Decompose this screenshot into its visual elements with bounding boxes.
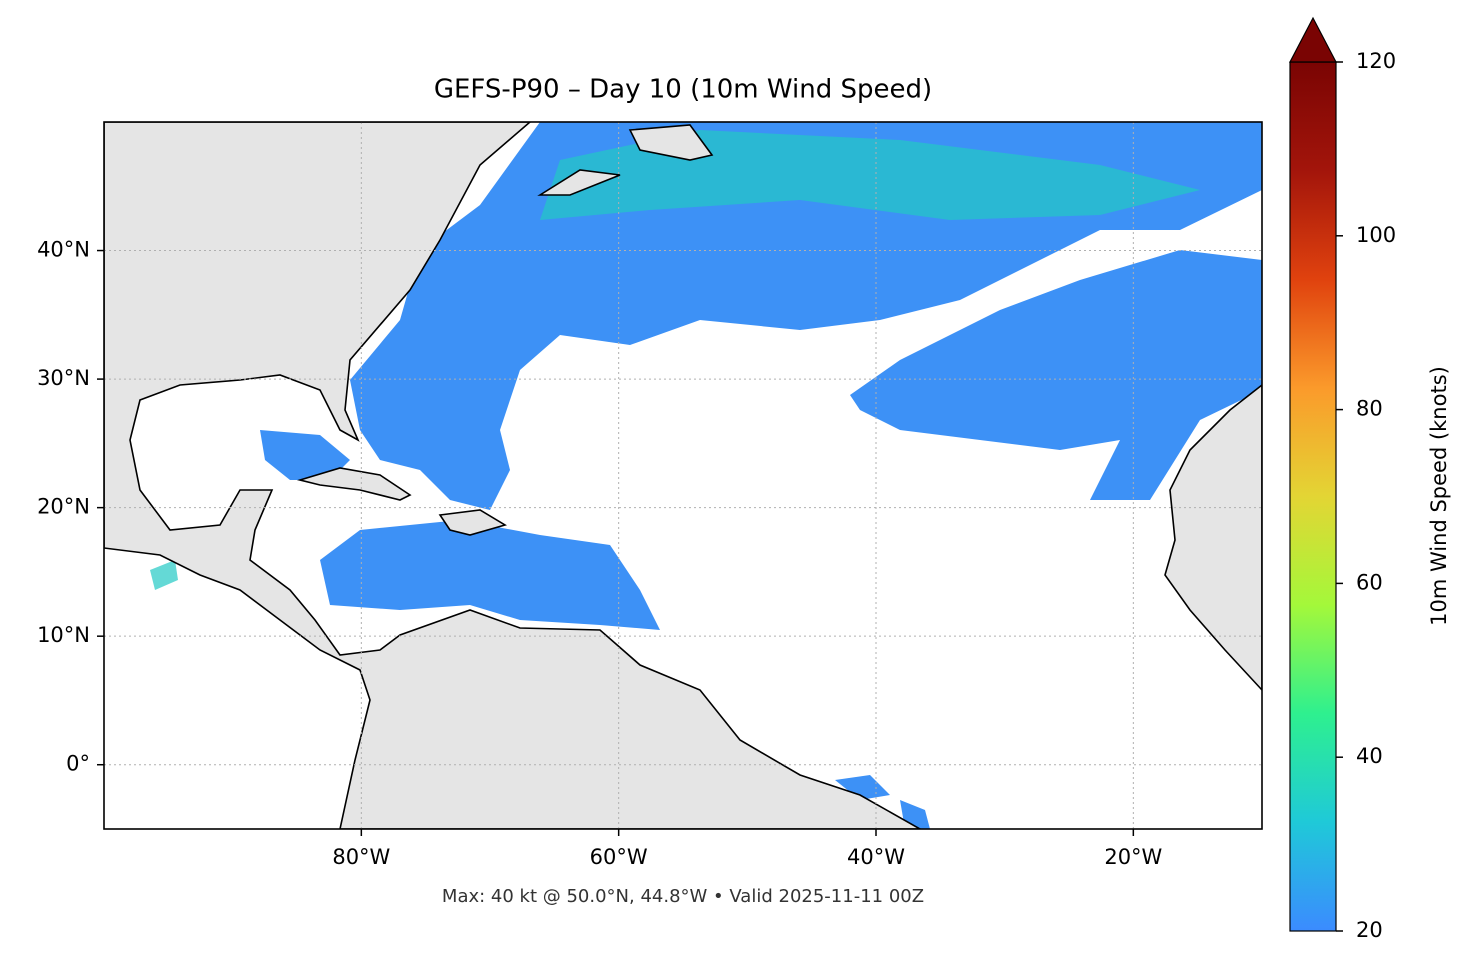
land xyxy=(438,509,507,536)
chart-title: GEFS-P90 – Day 10 (10m Wind Speed) xyxy=(434,75,932,105)
colorbar-tick-label: 120 xyxy=(1356,49,1396,73)
wind-area xyxy=(350,122,1262,510)
y-tick-label: 10°N xyxy=(37,623,90,647)
colorbar-tick-label: 80 xyxy=(1356,397,1383,421)
wind-area xyxy=(260,430,350,480)
y-tick-label: 40°N xyxy=(37,238,90,262)
colorbar-tick-label: 40 xyxy=(1356,744,1383,768)
land xyxy=(296,467,412,501)
wind-area xyxy=(320,520,660,630)
wind-area xyxy=(850,250,1262,500)
x-tick-label: 20°W xyxy=(1104,845,1162,869)
colorbar-label: 10m Wind Speed (knots) xyxy=(1427,366,1451,626)
land xyxy=(628,124,714,161)
x-tick-label: 40°W xyxy=(847,845,905,869)
land xyxy=(104,122,922,829)
land xyxy=(537,169,621,196)
x-tick-label: 80°W xyxy=(332,845,390,869)
wind-area xyxy=(150,560,178,590)
colorbar-extend xyxy=(1289,16,1337,63)
colorbar-tick-label: 20 xyxy=(1356,918,1383,942)
map-frame xyxy=(103,121,1263,830)
land xyxy=(104,122,1262,829)
colorbar xyxy=(1289,61,1337,932)
footer-note: Max: 40 kt @ 50.0°N, 44.8°W • Valid 2025… xyxy=(442,886,924,907)
land xyxy=(1164,383,1262,692)
y-tick-label: 30°N xyxy=(37,366,90,390)
colorbar-tick-label: 100 xyxy=(1356,223,1396,247)
x-tick-label: 60°W xyxy=(590,845,648,869)
y-tick-label: 20°N xyxy=(37,495,90,519)
map xyxy=(104,122,1262,829)
y-tick-label: 0° xyxy=(66,752,90,776)
colorbar-tick-label: 60 xyxy=(1356,570,1383,594)
